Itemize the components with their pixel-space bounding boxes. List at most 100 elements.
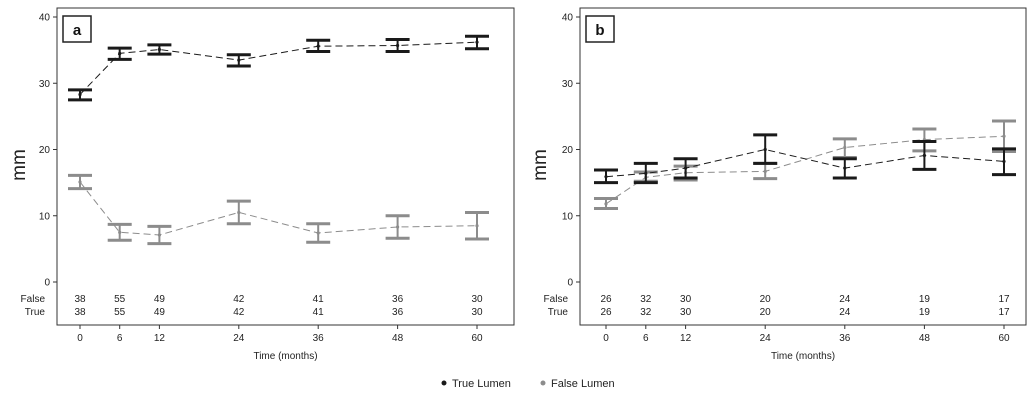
mean-point	[922, 153, 927, 158]
panel-label-box	[585, 15, 615, 43]
mean-point	[475, 224, 479, 228]
count-row-label: True	[548, 307, 569, 318]
x-tick-label: 60	[998, 333, 1010, 344]
count-cell: 41	[313, 307, 325, 318]
count-cell: 55	[114, 307, 126, 318]
mean-point	[475, 40, 479, 44]
count-cell: 55	[114, 294, 126, 305]
count-cell: 42	[233, 307, 245, 318]
mean-point	[237, 210, 241, 215]
x-tick-label: 60	[471, 333, 483, 344]
y-tick-label: 40	[39, 13, 51, 24]
series-true-lumen	[594, 133, 1016, 185]
mean-point	[237, 58, 241, 62]
count-cell: 19	[919, 294, 931, 305]
y-tick-label: 0	[567, 278, 573, 289]
mean-point	[843, 145, 847, 150]
mean-point	[118, 230, 122, 234]
x-tick-label: 48	[392, 333, 404, 344]
x-tick-label: 12	[680, 333, 692, 344]
count-cell: 20	[760, 307, 772, 318]
mean-point	[396, 43, 400, 48]
count-cell: 38	[74, 294, 86, 305]
panel-a: a 0 10 20 30 40 mm 0 6 12 24 36 48 60 Time (months) Fal…	[9, 7, 515, 362]
y-axis-label: mm	[530, 149, 551, 181]
x-axis-label: Time (months)	[771, 351, 835, 362]
count-cell: 30	[680, 307, 692, 318]
count-cell: 42	[233, 294, 245, 305]
mean-point	[396, 225, 400, 229]
count-cell: 19	[919, 307, 931, 318]
legend-marker	[540, 380, 546, 386]
y-tick-label: 10	[39, 211, 51, 222]
count-row-label: False	[21, 294, 46, 305]
panel-label: a	[73, 22, 82, 39]
plot-frame	[56, 7, 515, 326]
count-cell: 36	[392, 307, 404, 318]
x-tick-label: 24	[233, 333, 245, 344]
x-tick-label: 24	[760, 333, 772, 344]
legend-label: True Lumen	[452, 378, 511, 390]
mean-point	[604, 175, 608, 179]
count-cell: 41	[313, 294, 325, 305]
y-tick-label: 30	[39, 79, 51, 90]
legend-item: True Lumen	[441, 378, 511, 390]
count-row-label: False	[544, 294, 569, 305]
count-cell: 26	[600, 294, 612, 305]
mean-point	[78, 180, 82, 184]
x-tick-label: 36	[839, 333, 851, 344]
count-cell: 30	[471, 294, 483, 305]
x-axis-label: Time (months)	[253, 351, 317, 362]
count-cell: 24	[839, 307, 851, 318]
mean-point	[1002, 134, 1006, 138]
mean-point	[843, 166, 847, 170]
count-cell: 30	[680, 294, 692, 305]
y-axis-label: mm	[9, 149, 30, 181]
x-tick-label: 48	[919, 333, 931, 344]
mean-point	[78, 92, 82, 97]
y-tick-label: 10	[562, 211, 574, 222]
count-cell: 24	[839, 294, 851, 305]
mean-point	[684, 166, 688, 170]
count-cell: 49	[154, 294, 166, 305]
mean-point	[157, 47, 161, 52]
y-tick-label: 20	[39, 145, 51, 156]
panel-label: b	[595, 22, 604, 39]
mean-point	[316, 231, 320, 235]
count-cell: 30	[471, 307, 483, 318]
count-cell: 32	[640, 307, 652, 318]
x-tick-label: 6	[643, 333, 649, 344]
count-cell: 32	[640, 294, 652, 305]
series-line	[79, 41, 478, 95]
x-tick-label: 6	[117, 333, 123, 344]
legend-label: False Lumen	[551, 378, 615, 390]
series-false-lumen	[68, 173, 489, 246]
mean-point	[763, 147, 767, 152]
series-line	[79, 181, 478, 236]
panel-b: b 0 10 20 30 40 mm 0 6 12 24 36 48 60 Time (months) Fal…	[530, 7, 1027, 362]
series-true-lumen	[68, 34, 489, 102]
count-row-label: True	[25, 307, 46, 318]
x-tick-label: 0	[603, 333, 609, 344]
panel-label-box	[62, 15, 92, 43]
mean-point	[316, 44, 320, 48]
x-tick-label: 36	[313, 333, 325, 344]
mean-point	[1002, 159, 1006, 164]
mean-point	[118, 51, 122, 56]
x-tick-label: 12	[154, 333, 166, 344]
legend-item: False Lumen	[540, 378, 615, 390]
count-cell: 20	[760, 294, 772, 305]
count-cell: 38	[74, 307, 86, 318]
series-line	[605, 135, 1005, 205]
count-cell: 36	[392, 294, 404, 305]
x-tick-label: 0	[77, 333, 83, 344]
mean-point	[763, 169, 767, 173]
count-cell: 49	[154, 307, 166, 318]
y-tick-label: 30	[562, 79, 574, 90]
y-tick-label: 20	[562, 145, 574, 156]
mean-point	[644, 171, 648, 175]
count-cell: 17	[998, 294, 1010, 305]
mean-point	[157, 233, 161, 237]
